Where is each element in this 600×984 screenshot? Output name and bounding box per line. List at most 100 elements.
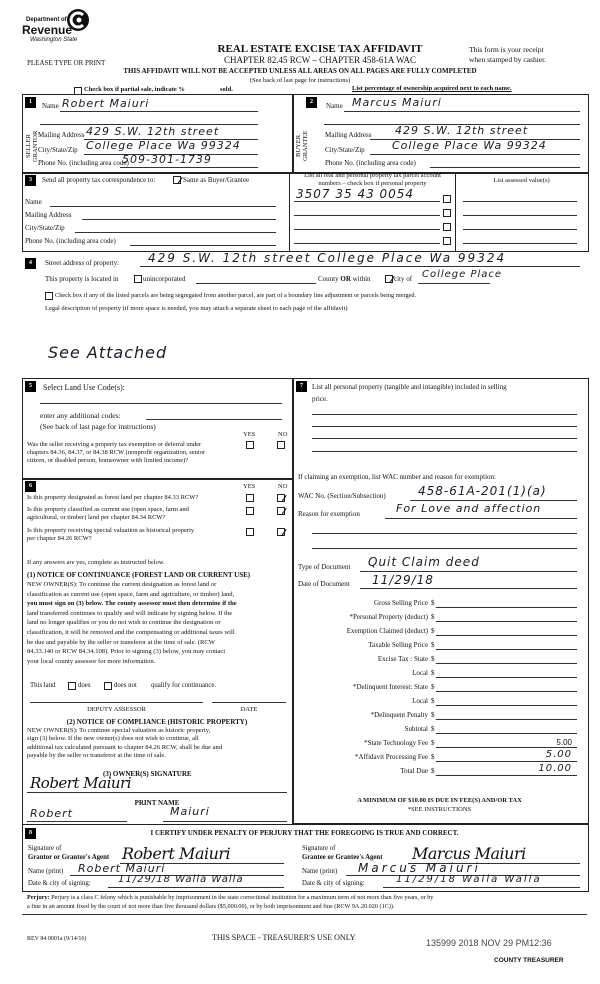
fee-value[interactable]: 5.00 [545,749,572,760]
wac-label: WAC No. (Section/Subsection) [298,492,386,500]
owner-signature[interactable]: Robert Maiuri [30,774,132,792]
seller-mailing[interactable]: 429 S.W. 12th street [86,125,220,138]
assessed-header: List assessed value(s) [493,177,550,184]
grantor-date-label: Date & city of signing: [28,880,91,887]
same-as-buyer-checkbox[interactable] [173,176,181,184]
historical-no-checkbox[interactable] [277,528,285,536]
seller-city[interactable]: College Place Wa 99324 [86,139,241,152]
fee-label: *Delinquent Penalty [370,711,428,719]
corr-name-label: Name [25,198,42,206]
grantee-date-label: Date & city of signing: [302,880,365,887]
certify-statement: I CERTIFY UNDER PENALTY OF PERJURY THAT … [150,829,459,837]
logo-line1: Department of [26,17,67,23]
grantee-signature[interactable]: Marcus Maiuri [412,844,526,863]
does-label: does [78,682,91,689]
minimum-due-note: A MINIMUM OF $10.00 IS DUE IN FEE(S) AND… [357,797,522,804]
exemption-reason[interactable]: For Love and affection [396,502,542,515]
buyer-city[interactable]: College Place Wa 99324 [392,139,547,152]
segregated-checkbox[interactable] [45,292,53,300]
parcel-number-1[interactable]: 3507 35 43 0054 [296,187,415,201]
this-land-label: This land [30,682,56,689]
parcel-4-personal-checkbox[interactable] [443,237,451,245]
section-7-box [292,378,589,824]
buyer-name[interactable]: Marcus Maiuri [352,96,442,109]
fee-value[interactable]: 10.00 [538,763,572,774]
grantee-date-city[interactable]: 11/29/18 Walla Walla [396,874,542,885]
seller-box [22,94,294,174]
currency-symbol: $ [431,697,435,705]
property-city[interactable]: College Place [422,269,503,280]
current-use-question-line1: Is this property classified as current u… [27,506,189,513]
personal-property-title-2: price. [312,395,328,403]
s5-no-checkbox[interactable] [277,441,285,449]
currency-symbol: $ [431,753,435,761]
parcel-2-personal-checkbox[interactable] [443,209,451,217]
currency-symbol: $ [431,725,435,733]
treasurer-stamp: 135999 2018 NOV 29 PM12:36 [426,938,552,948]
additional-codes-label: enter any additional codes: [40,411,121,420]
currency-symbol: $ [431,641,435,649]
document-type[interactable]: Quit Claim deed [368,555,480,569]
wac-number[interactable]: 458-61A-201(1)(a) [418,484,547,498]
buyer-grantee-label: BUYER GRANTEE [295,130,310,162]
fee-line [436,705,577,706]
fee-line [436,747,577,748]
print-name-last[interactable]: Maiuri [170,805,210,818]
form-number: REV 84 0001a (9/14/16) [27,936,87,942]
notice-compliance-title: (2) NOTICE OF COMPLIANCE (HISTORIC PROPE… [66,718,248,726]
fee-value[interactable]: 5.00 [556,738,572,747]
reason-label: Reason for exemption [298,510,360,518]
grantor-sig-label-1: Signature of [28,845,62,852]
doc-date-label: Date of Document [298,580,350,588]
currency-symbol: $ [431,599,435,607]
exemption-intro: If claiming an exemption, list WAC numbe… [298,473,496,481]
located-label: This property is located in [45,275,119,283]
s5-yes-checkbox[interactable] [246,441,254,449]
grantor-name-label: Name (print) [28,868,64,875]
fee-label: *Personal Property (deduct) [349,613,428,621]
parcel-1-personal-checkbox[interactable] [443,195,451,203]
grantor-date-city[interactable]: 11/29/18 Walla Walla [118,874,244,885]
grantor-name-print[interactable]: Robert Maiuri [78,862,166,875]
forest-land-no-checkbox[interactable] [277,494,285,502]
forest-land-yes-checkbox[interactable] [246,494,254,502]
does-not-qualify-checkbox[interactable] [104,682,112,690]
buyer-name-label: Name [326,102,343,110]
does-qualify-checkbox[interactable] [68,682,76,690]
fee-line [436,775,577,776]
unincorporated-label: unincorporated [143,275,186,283]
currency-symbol: $ [431,739,435,747]
exemption-question-line2: chapters 84.36, 84.37, or 84.38 RCW (non… [27,449,206,456]
doc-type-label: Type of Document [298,563,351,571]
currency-symbol: $ [431,627,435,635]
grantor-sig-label-2: Grantor or Grantor's Agent [28,854,110,861]
document-date[interactable]: 11/29/18 [372,573,434,587]
print-name-first[interactable]: Robert [30,807,73,820]
seller-name[interactable]: Robert Maiuri [62,97,150,110]
county-label: County OR within [318,275,371,283]
historical-yes-checkbox[interactable] [246,528,254,536]
fee-line [436,733,577,734]
ownership-note: List percentage of ownership acquired ne… [352,85,512,92]
seller-phone[interactable]: 509-301-1739 [122,153,212,166]
grantee-name-print[interactable]: Marcus Maiuri [358,861,481,875]
s5-yes-header: YES [243,431,256,438]
buyer-mailing-label: Mailing Address [325,131,372,139]
fee-line [436,691,577,692]
city-of-checkbox[interactable] [385,275,393,283]
unincorporated-checkbox[interactable] [134,275,142,283]
logo-line2: Revenue [22,23,73,37]
currency-symbol: $ [431,669,435,677]
property-street-address[interactable]: 429 S.W. 12th street College Place Wa 99… [148,251,507,265]
current-use-yes-checkbox[interactable] [246,507,254,515]
s5-no-header: NO [278,431,288,438]
s6-yes-header: YES [243,483,256,490]
buyer-mailing[interactable]: 429 S.W. 12th street [395,124,529,137]
grantor-signature[interactable]: Robert Maiuri [122,844,231,863]
current-use-no-checkbox[interactable] [277,507,285,515]
section-5-badge: 5 [25,381,36,392]
parcel-3-personal-checkbox[interactable] [443,223,451,231]
city-of-label: city of [394,275,413,283]
legal-description[interactable]: See Attached [48,343,168,362]
currency-symbol: $ [431,613,435,621]
